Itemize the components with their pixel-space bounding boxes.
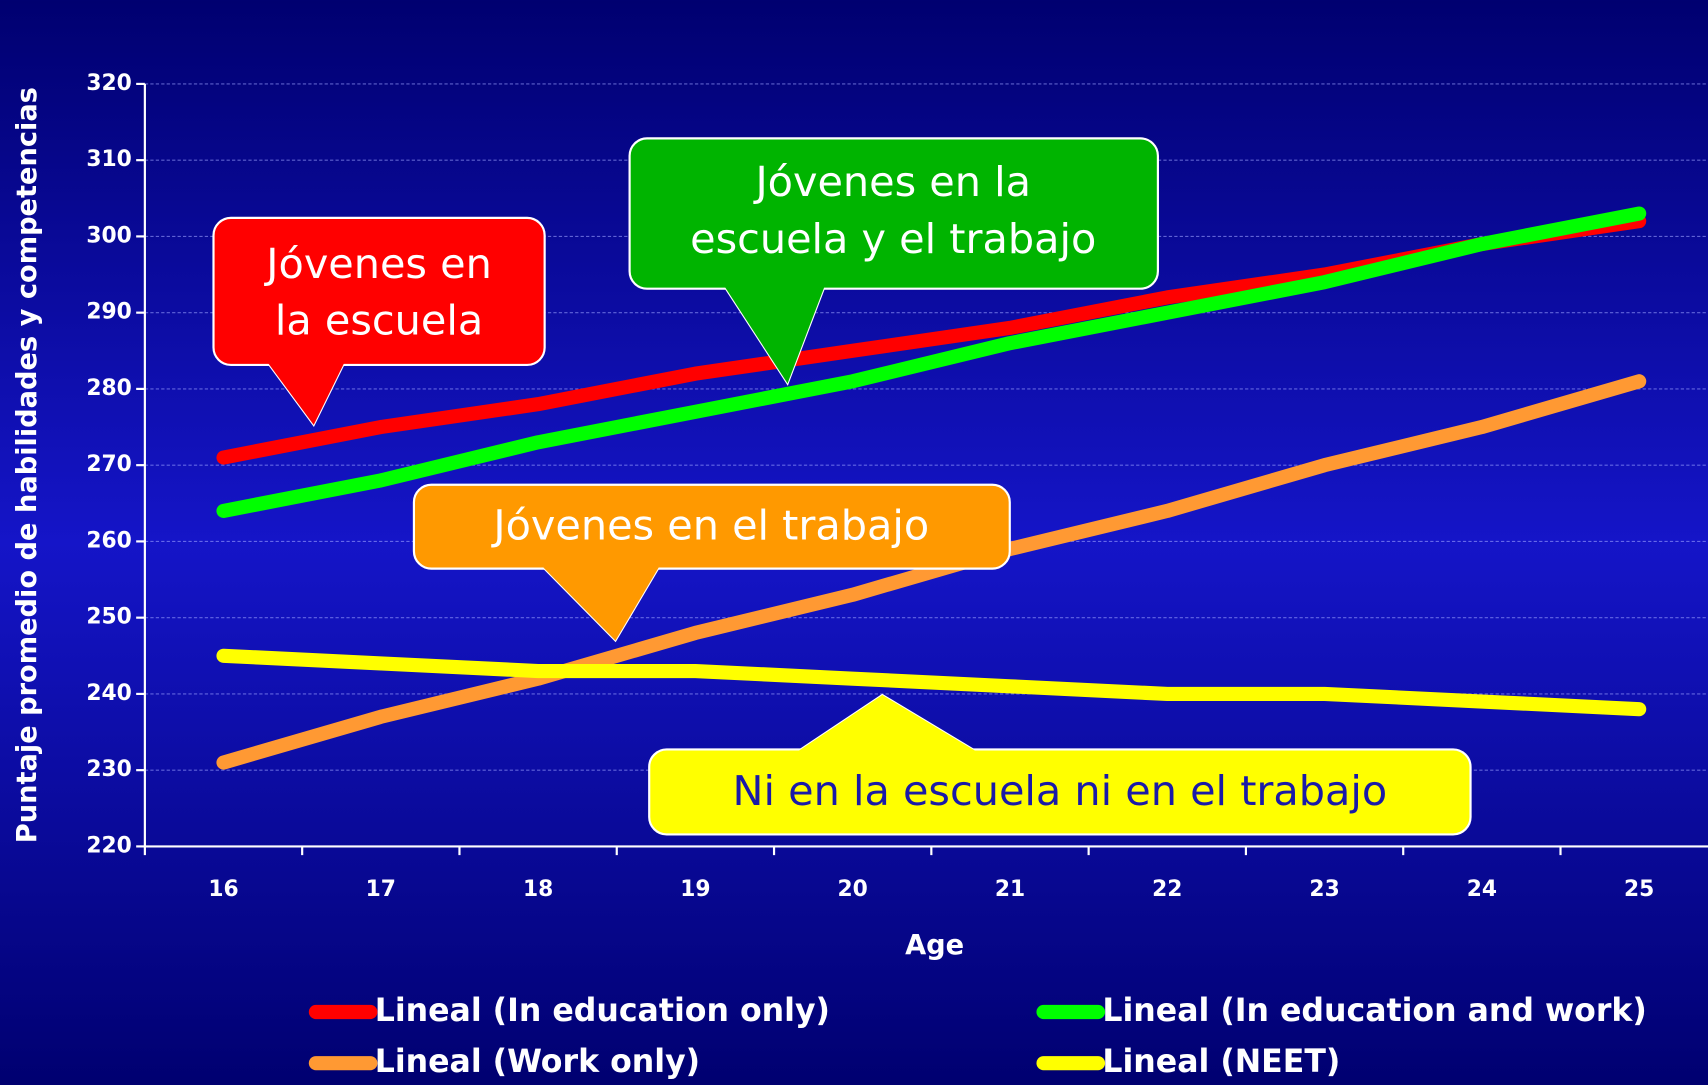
callout-pointer-cover [784,695,992,761]
callout: Jóvenes en la escuela y el trabajo [628,137,1159,386]
callout-box [212,216,546,367]
callout-text: escuela y el trabajo [690,215,1096,263]
legend-label: Lineal (NEET) [1102,1044,1340,1080]
series-line [216,648,1647,717]
y-tick-label: 280 [86,376,131,401]
x-tick-label: 25 [1624,877,1654,902]
callout: Jóvenes en la escuela [212,216,546,427]
x-tick-label: 18 [523,877,553,902]
y-tick-label: 220 [86,833,131,858]
callout-text: Jóvenes en la [752,158,1031,206]
series-line [216,374,1647,770]
callout-pointer-cover [261,354,349,425]
callout-text: la escuela [275,297,483,345]
y-tick-label: 320 [86,71,131,96]
callout-text: Jóvenes en el trabajo [490,501,929,549]
callout: Ni en la escuela ni en el trabajo [648,693,1472,836]
y-axis-label: Puntaje promedio de habilidades y compet… [12,87,43,843]
callout-box [648,748,1472,836]
series-line [216,206,1647,518]
callout: Jóvenes en el trabajo [412,483,1011,643]
x-tick-label: 22 [1152,877,1182,902]
y-tick-label: 260 [86,528,131,553]
y-tick-label: 250 [86,605,131,630]
legend-label: Lineal (In education and work) [1102,993,1647,1029]
callout-text: Ni en la escuela ni en el trabajo [733,767,1388,815]
x-tick-label: 19 [680,877,710,902]
legend-label: Lineal (Work only) [375,1044,700,1080]
y-tick-label: 300 [86,223,131,248]
callout-box [412,483,1011,570]
y-tick-label: 270 [86,452,131,477]
y-tick-label: 310 [86,147,131,172]
y-tick-label: 240 [86,681,131,706]
x-tick-label: 24 [1467,877,1497,902]
x-tick-label: 17 [366,877,396,902]
legend-label: Lineal (In education only) [375,993,830,1029]
x-tick-label: 20 [838,877,868,902]
callout-pointer-cover [718,277,828,384]
x-tick-label: 16 [208,877,238,902]
x-axis-label: Age [905,930,964,961]
x-tick-label: 21 [995,877,1025,902]
y-tick-label: 230 [86,757,131,782]
callout-pointer-cover [533,557,665,641]
x-tick-label: 23 [1309,877,1339,902]
callout-text: Jóvenes en [263,240,492,288]
callout-box [628,137,1159,290]
y-tick-label: 290 [86,300,131,325]
